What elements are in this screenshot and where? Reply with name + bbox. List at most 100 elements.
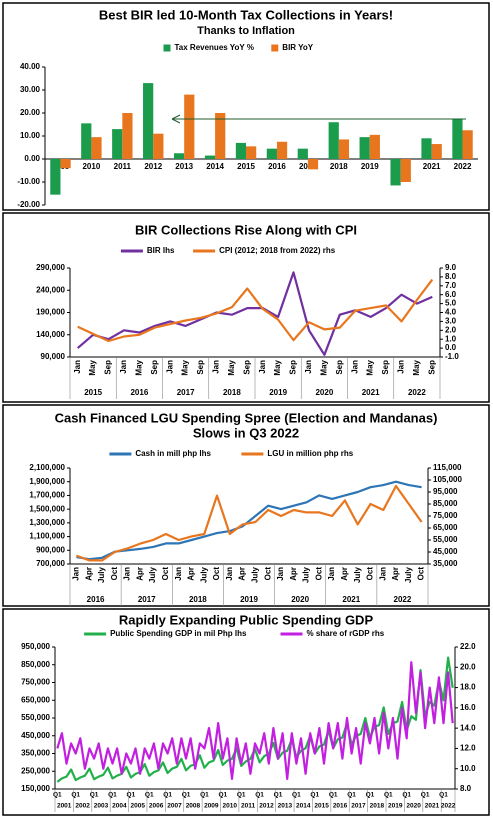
y2-tick-label: 5.0 (445, 299, 457, 308)
x-tick-label: Q1 (218, 792, 227, 799)
chart-title: Cash Financed LGU Spending Spree (Electi… (55, 410, 438, 425)
x-tick-label: Jan (327, 567, 336, 581)
y2-tick-label: 85,000 (433, 499, 458, 508)
chart-title: Rapidly Expanding Public Spending GDP (119, 612, 374, 627)
bar (307, 159, 319, 170)
y-tick-label: 240,000 (36, 285, 65, 294)
y2-tick-label: 3.0 (445, 317, 457, 326)
x-tick-label: Q1 (237, 792, 246, 799)
x-group-label: 2018 (189, 595, 207, 604)
x-tick-label: July (97, 566, 106, 583)
y2-tick-label: 8.0 (460, 784, 472, 793)
y-tick-label: -10.00 (17, 177, 40, 186)
chart-title: Slows in Q3 2022 (193, 425, 299, 440)
x-tick-label: Q1 (439, 792, 448, 799)
bar (91, 137, 102, 159)
y2-tick-label: 95,000 (433, 487, 458, 496)
y2-tick-label: 20.0 (460, 662, 476, 671)
x-tick-label: Q1 (163, 792, 172, 799)
x-group-label: 2020 (291, 595, 309, 604)
x-tick-label: 2012 (144, 162, 162, 171)
y2-tick-label: -1.0 (445, 352, 459, 361)
panel-border (2, 608, 490, 816)
y-tick-label: 1,500,000 (29, 504, 65, 513)
x-tick-label: Sep (289, 360, 298, 375)
y2-tick-label: 9.0 (445, 263, 457, 272)
y-tick-label: 0.00 (24, 154, 40, 163)
x-group-label: 2014 (296, 803, 311, 810)
y-tick-label: 750,000 (21, 678, 50, 687)
x-group-label: 2010 (222, 803, 237, 810)
x-tick-label: Q1 (108, 792, 117, 799)
y-tick-label: 30.00 (20, 85, 41, 94)
x-group-label: 2022 (441, 803, 456, 810)
y2-tick-label: 22.0 (460, 642, 476, 651)
x-tick-label: 2019 (361, 162, 379, 171)
y2-tick-label: 65,000 (433, 523, 458, 532)
y-tick-label: 900,000 (36, 545, 65, 554)
x-tick-label: Jan (73, 360, 82, 374)
y2-tick-label: 0.0 (445, 343, 457, 352)
x-tick-label: 2018 (330, 162, 348, 171)
x-group-label: 2009 (204, 803, 219, 810)
y2-tick-label: 1.0 (445, 334, 457, 343)
x-tick-label: Jan (72, 567, 81, 581)
y-tick-label: 700,000 (36, 559, 65, 568)
x-tick-label: Q1 (182, 792, 191, 799)
x-tick-label: May (181, 359, 190, 375)
x-group-label: 2017 (351, 803, 366, 810)
legend-label: BIR YoY (282, 43, 313, 52)
x-group-label: 2019 (388, 803, 403, 810)
x-tick-label: Jan (174, 567, 183, 581)
bar (266, 148, 277, 159)
bar (246, 146, 257, 159)
chart-title: BIR Collections Rise Along with CPI (135, 222, 357, 237)
bar (297, 148, 308, 159)
y-tick-label: 190,000 (36, 308, 65, 317)
x-tick-label: Q1 (347, 792, 356, 799)
x-tick-label: Jan (276, 567, 285, 581)
x-group-label: 2022 (394, 595, 412, 604)
x-tick-label: May (366, 359, 375, 375)
x-tick-label: Jan (225, 567, 234, 581)
x-tick-label: Apr (340, 567, 349, 581)
x-group-label: 2018 (223, 388, 241, 397)
bar (400, 159, 411, 182)
x-group-label: 2019 (269, 388, 287, 397)
bar (338, 139, 350, 159)
x-tick-label: 2010 (82, 162, 100, 171)
y2-tick-label: 16.0 (460, 703, 476, 712)
x-tick-label: May (412, 359, 421, 375)
legend-label: CPI (2012; 2018 from 2022) rhs (219, 246, 336, 255)
bar (184, 94, 195, 159)
series-line (76, 480, 422, 561)
series-line (56, 661, 454, 780)
x-tick-label: 2021 (423, 162, 441, 171)
x-group-label: 2007 (167, 803, 182, 810)
x-tick-label: July (302, 566, 311, 583)
bar (173, 153, 185, 159)
y2-tick-label: 7.0 (445, 281, 457, 290)
legend-label: LGU in million php rhs (267, 449, 353, 458)
x-tick-label: July (404, 566, 413, 583)
panel-border (2, 2, 490, 211)
x-tick-label: Oct (212, 567, 221, 581)
x-group-label: 2013 (278, 803, 293, 810)
y2-tick-label: 6.0 (445, 290, 457, 299)
y-tick-label: 290,000 (36, 263, 65, 272)
y2-tick-label: 35,000 (433, 559, 458, 568)
bar (276, 141, 288, 159)
legend-label: BIR lhs (147, 246, 175, 255)
y2-tick-label: 8.0 (445, 272, 457, 281)
x-tick-label: May (227, 359, 236, 375)
x-group-label: 2017 (138, 595, 156, 604)
y-tick-label: 1,100,000 (29, 532, 65, 541)
x-group-label: 2019 (240, 595, 258, 604)
x-tick-label: July (251, 566, 260, 583)
series-line (76, 271, 433, 356)
y-tick-label: 2,100,000 (29, 463, 65, 472)
x-tick-label: Jan (258, 360, 267, 374)
bar (369, 134, 380, 159)
x-group-label: 2016 (130, 388, 148, 397)
x-tick-label: Jan (165, 360, 174, 374)
